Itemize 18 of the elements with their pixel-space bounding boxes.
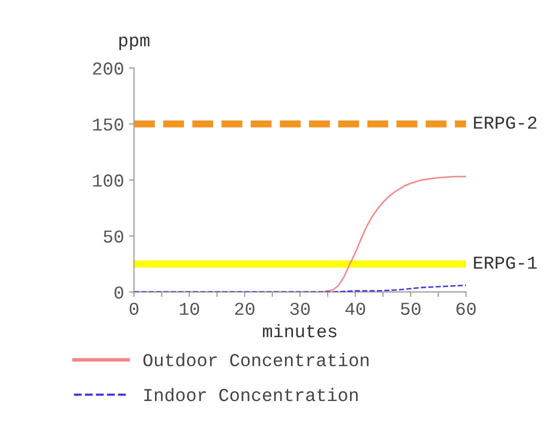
x-tick-label: 30: [290, 302, 310, 315]
x-axis-title: minutes: [262, 324, 336, 338]
x-tick-label: 50: [400, 302, 420, 315]
x-tick-label: 40: [345, 302, 366, 315]
legend-label: Outdoor Concentration: [143, 353, 368, 366]
y-axis-title: ppm: [119, 36, 150, 50]
y-tick-label: 200: [93, 62, 124, 75]
x-tick-label: 60: [456, 302, 476, 315]
ref-line-label: ERPG-2: [474, 116, 536, 129]
x-tick-label: 0: [130, 302, 138, 315]
x-tick-label: 20: [235, 302, 254, 315]
y-tick-label: 50: [104, 230, 124, 243]
legend-label: Indoor Concentration: [144, 388, 358, 402]
x-tick-label: 10: [180, 302, 200, 315]
y-tick-label: 0: [114, 286, 124, 299]
y-tick-label: 150: [93, 118, 124, 131]
y-tick-label: 100: [93, 174, 124, 187]
ref-line-label: ERPG-1: [474, 256, 537, 269]
